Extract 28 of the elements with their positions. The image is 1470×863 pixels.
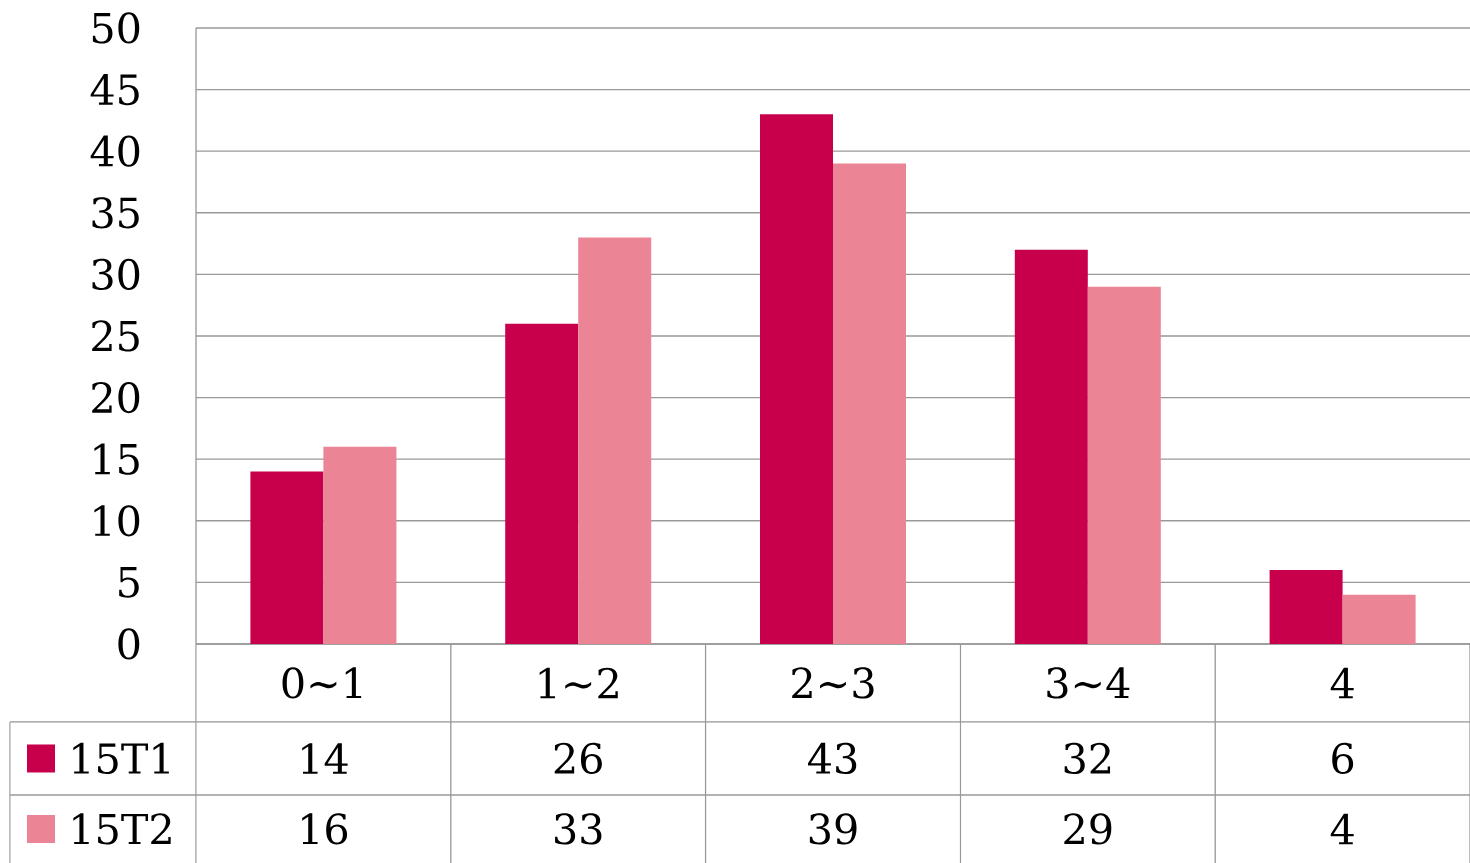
data-label: 29	[1064, 813, 1112, 845]
data-label: 43	[807, 742, 857, 775]
y-tick-label: 10	[94, 505, 140, 537]
y-tick-label: 35	[92, 197, 139, 229]
y-tick-label: 50	[92, 12, 140, 44]
y-tick-label: 45	[90, 73, 139, 106]
y-tick-label: 25	[92, 320, 139, 352]
data-label: 26	[554, 742, 602, 775]
x-tick-label: 0∼1	[282, 667, 362, 699]
data-label: 4	[1330, 813, 1354, 845]
y-tick-label: 15	[94, 443, 139, 475]
legend-label: 15T2	[73, 813, 171, 845]
data-label: 16	[302, 813, 348, 845]
x-tick-label: 3∼4	[1047, 667, 1130, 699]
y-tick-label: 30	[92, 258, 140, 291]
data-label: 33	[555, 813, 602, 845]
data-label: 14	[302, 743, 348, 774]
x-tick-label: 2∼3	[792, 667, 874, 699]
data-label: 32	[1064, 742, 1111, 775]
y-tick-label: 0	[118, 628, 140, 660]
x-tick-label: 1∼2	[539, 667, 618, 699]
y-tick-label: 40	[90, 135, 140, 167]
y-tick-label: 20	[92, 381, 140, 414]
x-tick-label: 4	[1330, 667, 1354, 699]
y-tick-label: 5	[119, 567, 139, 598]
legend-label: 15T1	[73, 742, 169, 775]
data-label: 6	[1332, 742, 1354, 775]
data-label: 39	[809, 813, 857, 845]
